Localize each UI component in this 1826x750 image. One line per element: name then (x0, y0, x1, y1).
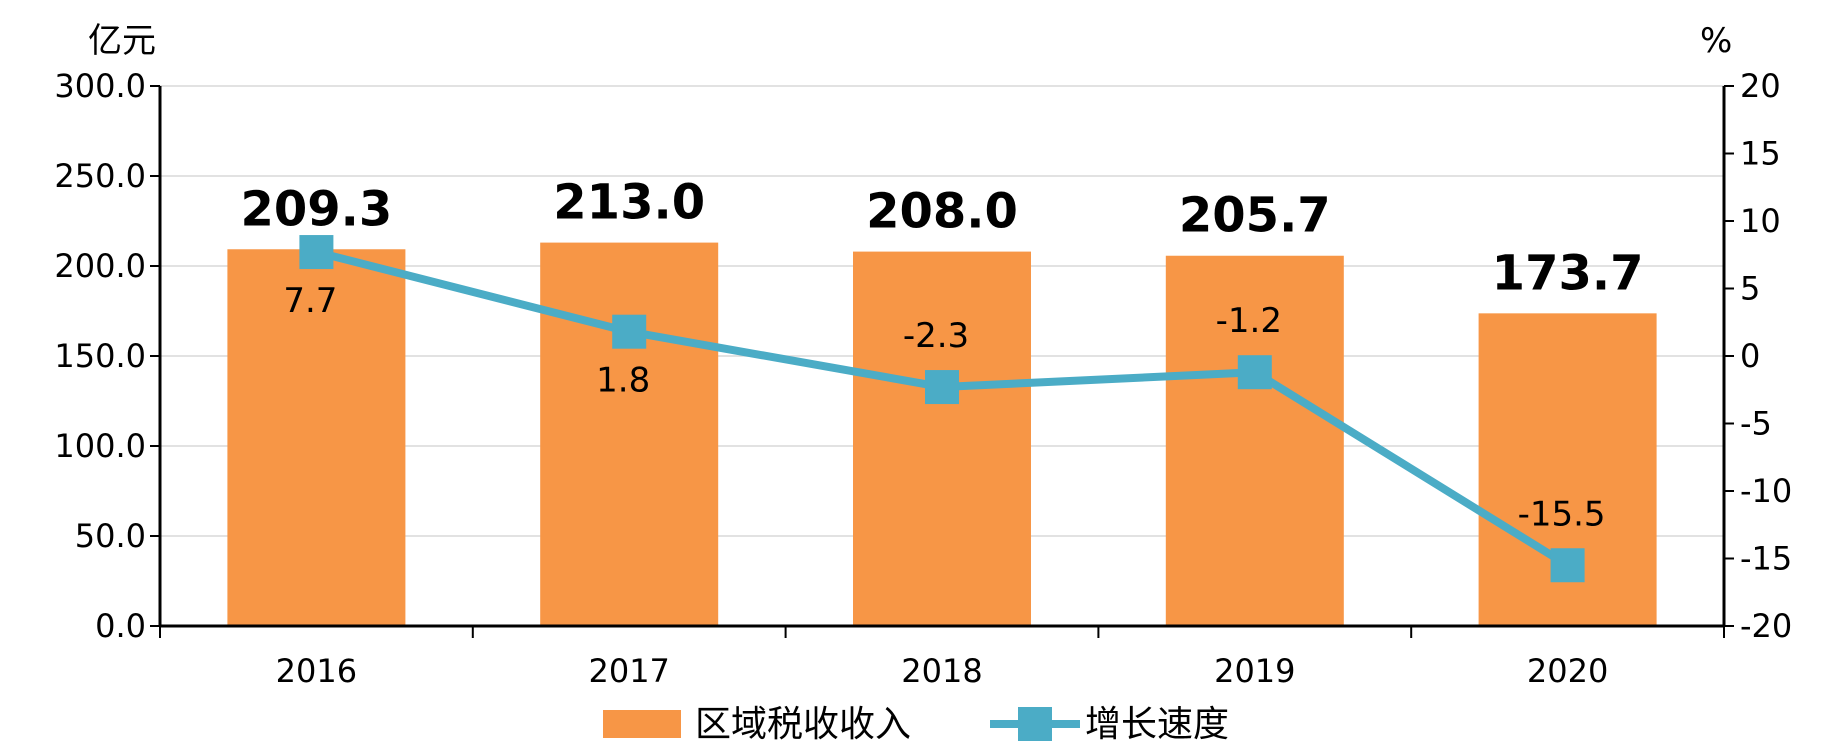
left-tick-label: 300.0 (54, 67, 146, 105)
right-tick-label: 5 (1740, 270, 1760, 308)
bar-label-2017: 213.0 (553, 175, 705, 231)
right-axis-unit: % (1700, 21, 1732, 61)
growth-marker-2016 (299, 235, 334, 270)
left-tick-label: 50.0 (75, 517, 146, 555)
right-tick-label: -10 (1740, 472, 1792, 510)
right-tick-label: 20 (1740, 67, 1781, 105)
bar-data-labels: 209.3 213.0 208.0 205.7 173.7 (240, 175, 1643, 302)
right-tick-label: -20 (1740, 607, 1792, 645)
left-axis-ticks: 0.0 50.0 100.0 150.0 200.0 250.0 300.0 (54, 67, 146, 645)
growth-marker-2019 (1237, 355, 1272, 390)
right-tick-label: 10 (1740, 202, 1781, 240)
x-axis-ticks: 2016 2017 2018 2019 2020 (276, 652, 1609, 690)
growth-marker-2020 (1550, 548, 1585, 583)
x-tick-label-2020: 2020 (1527, 652, 1608, 690)
left-tick-label: 0.0 (95, 607, 146, 645)
growth-marker-2017 (612, 314, 647, 349)
growth-label-2019: -1.2 (1216, 301, 1282, 341)
left-tick-label: 150.0 (54, 337, 146, 375)
bar-series (227, 242, 1657, 627)
line-series (299, 235, 1585, 583)
left-tick-label: 200.0 (54, 247, 146, 285)
x-tick-label-2019: 2019 (1214, 652, 1295, 690)
right-tick-label: -5 (1740, 405, 1772, 443)
growth-label-2017: 1.8 (596, 361, 650, 401)
bar-2017 (540, 242, 719, 626)
growth-label-2016: 7.7 (283, 281, 337, 321)
legend-swatch-tax-revenue (603, 710, 681, 738)
right-tick-label: 0 (1740, 337, 1760, 375)
x-tick-label-2016: 2016 (276, 652, 357, 690)
left-tick-label: 250.0 (54, 157, 146, 195)
right-tick-label: 15 (1740, 135, 1781, 173)
right-axis-ticks: -20 -15 -10 -5 0 5 10 15 20 (1740, 67, 1792, 645)
bar-label-2020: 173.7 (1492, 245, 1644, 301)
growth-marker-2018 (925, 370, 959, 405)
growth-label-2020: -15.5 (1518, 494, 1606, 534)
bar-label-2019: 205.7 (1179, 188, 1331, 244)
line-data-labels: 7.7 1.8 -2.3 -1.2 -15.5 (283, 281, 1605, 534)
bar-2019 (1165, 255, 1344, 627)
legend-label-growth-rate: 增长速度 (1085, 704, 1229, 745)
left-axis-unit: 亿元 (88, 21, 156, 61)
legend-swatch-growth-marker (1018, 707, 1052, 741)
left-tick-label: 100.0 (54, 427, 146, 465)
legend-label-tax-revenue: 区域税收收入 (695, 704, 911, 745)
bar-2016 (227, 249, 406, 626)
x-tick-label-2017: 2017 (588, 652, 669, 690)
legend: 区域税收收入 增长速度 (603, 704, 1229, 745)
x-tick-label-2018: 2018 (901, 652, 982, 690)
bar-label-2018: 208.0 (866, 184, 1018, 240)
bar-label-2016: 209.3 (240, 181, 392, 237)
bar-2018 (853, 251, 1031, 626)
axes (150, 85, 1734, 638)
right-tick-label: -15 (1740, 540, 1792, 578)
growth-label-2018: -2.3 (903, 316, 969, 356)
